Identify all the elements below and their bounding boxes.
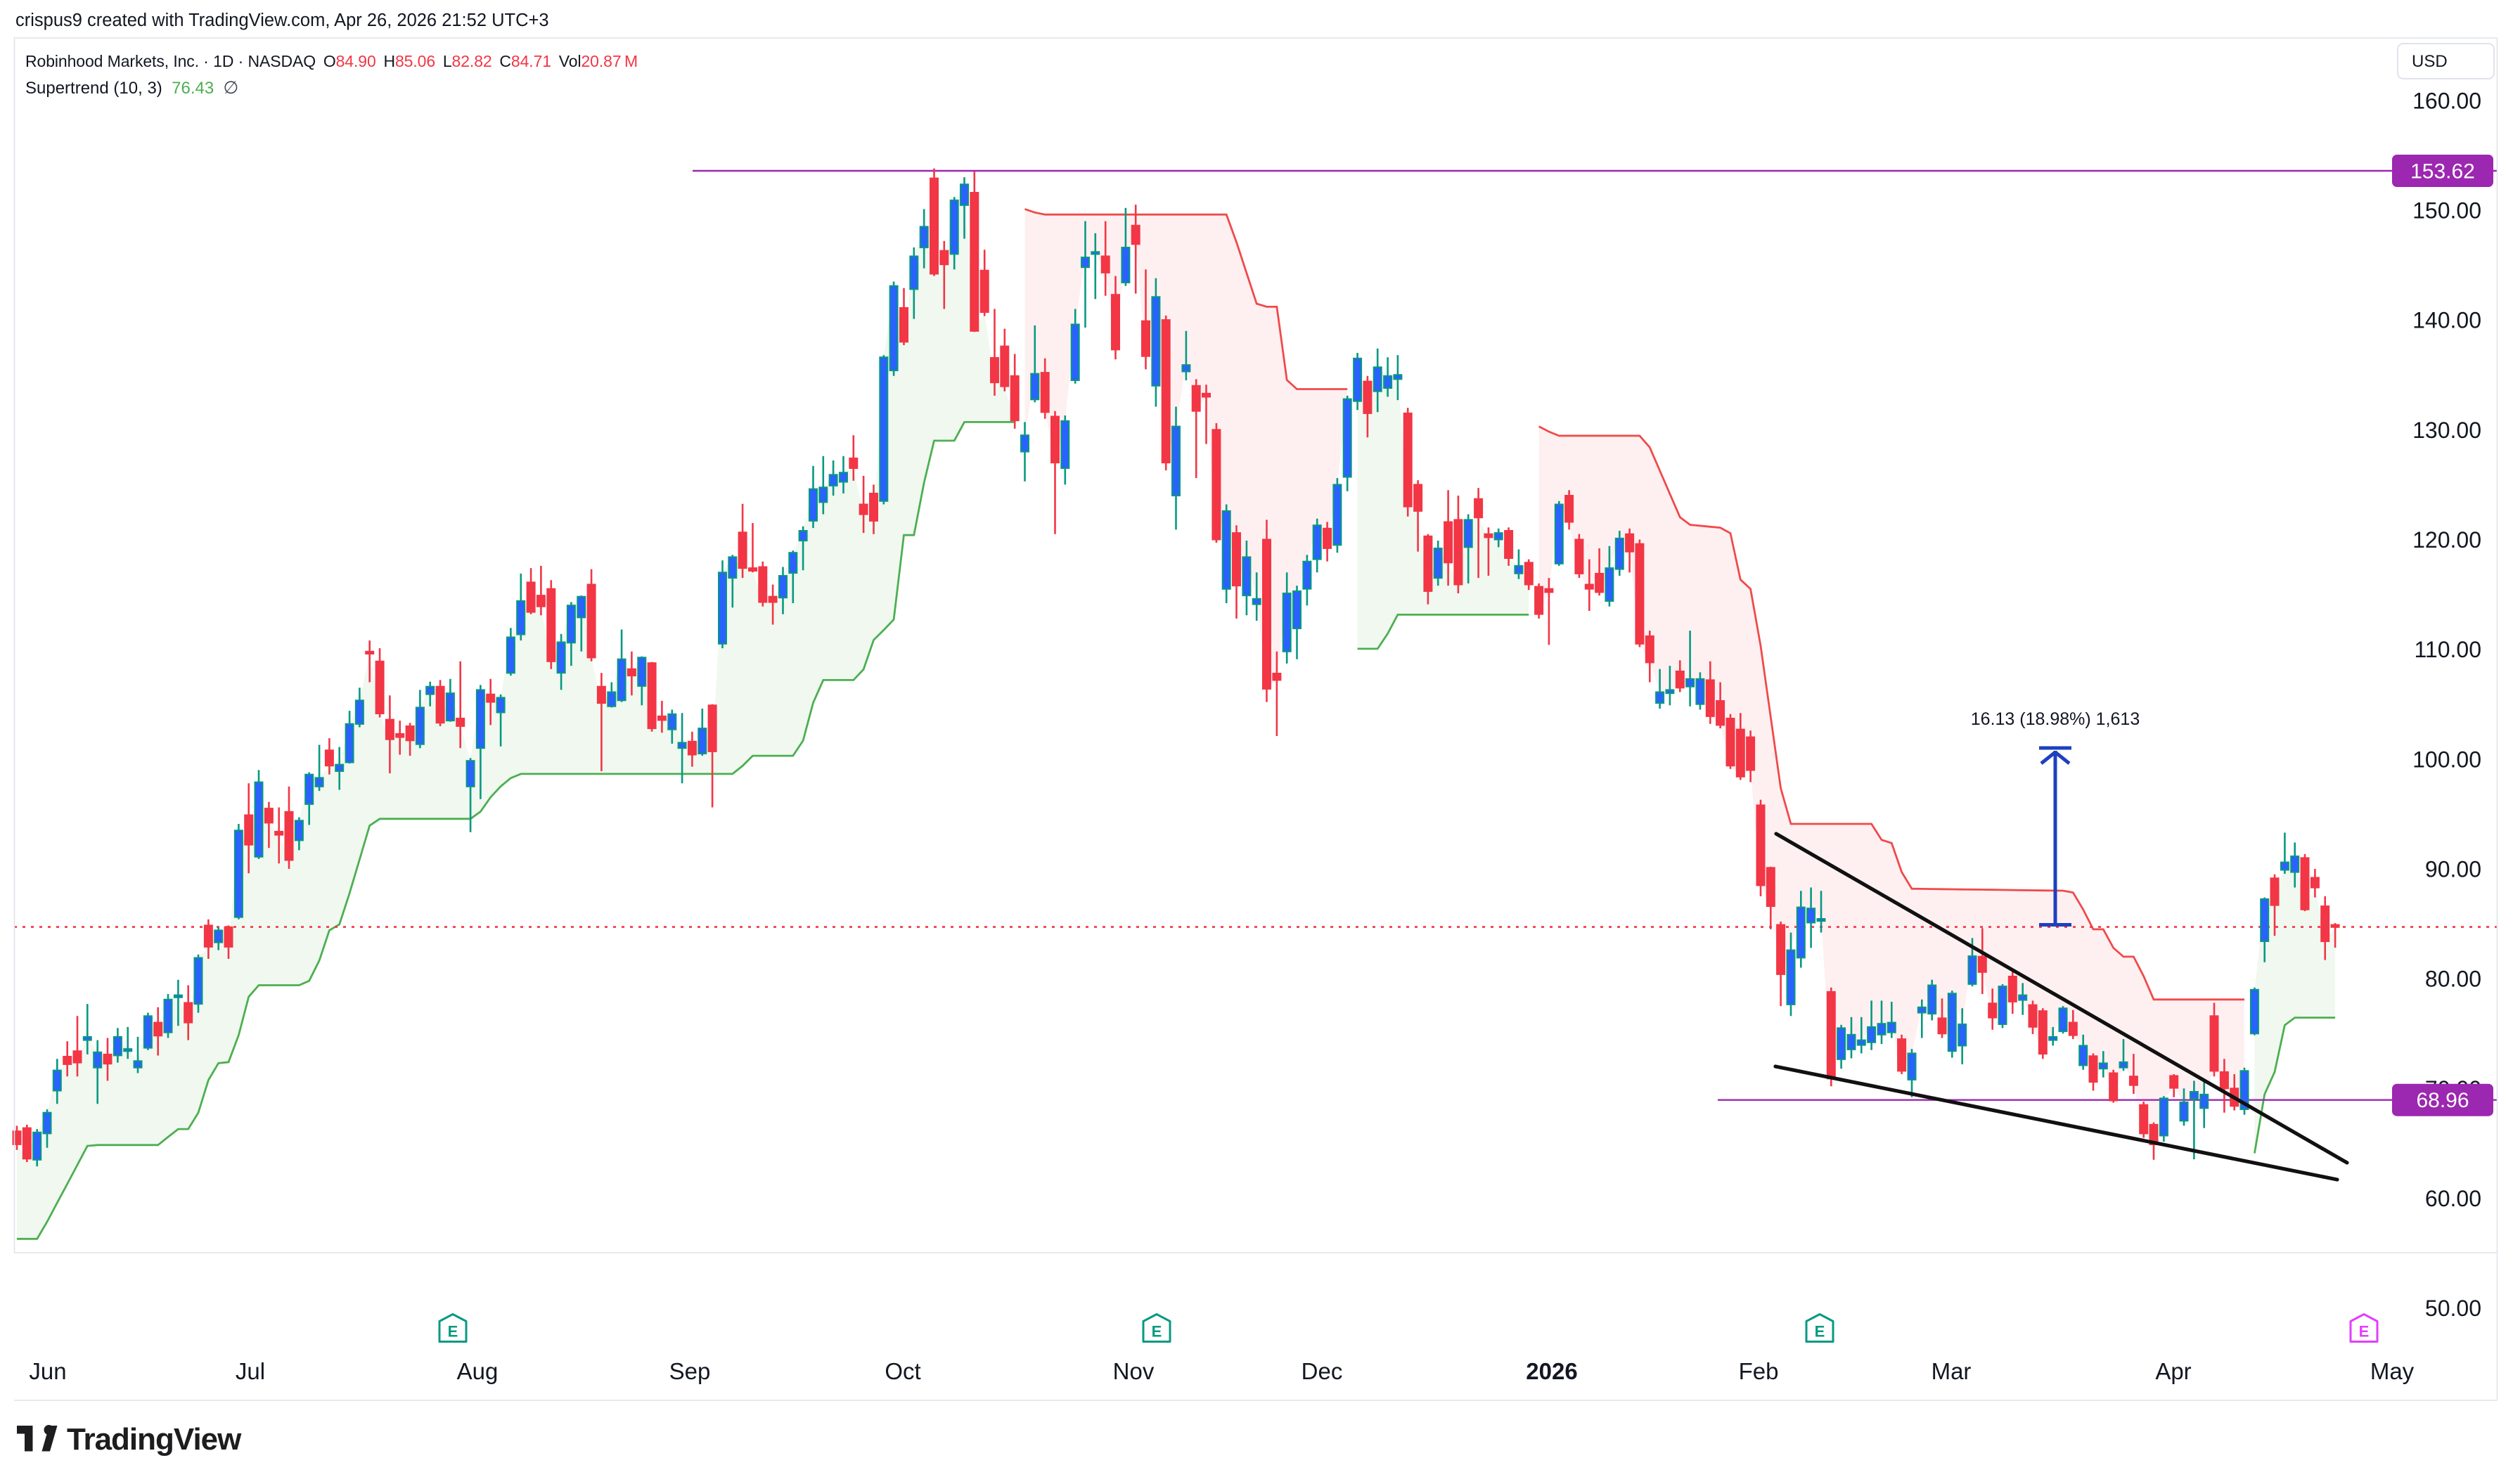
svg-text:68.96: 68.96 — [2416, 1089, 2469, 1112]
svg-text:E: E — [2359, 1323, 2370, 1341]
svg-text:E: E — [1152, 1323, 1162, 1341]
svg-text:Supertrend (10, 3) 76.43 ∅: Supertrend (10, 3) 76.43 ∅ — [25, 78, 238, 98]
svg-text:Dec: Dec — [1302, 1358, 1343, 1384]
svg-text:160.00: 160.00 — [2412, 88, 2481, 113]
svg-text:153.62: 153.62 — [2410, 160, 2475, 183]
svg-text:60.00: 60.00 — [2425, 1186, 2481, 1211]
svg-text:Sep: Sep — [669, 1358, 711, 1384]
svg-text:crispus9 created with TradingV: crispus9 created with TradingView.com, A… — [15, 11, 549, 30]
svg-text:Mar: Mar — [1932, 1358, 1972, 1384]
svg-text:90.00: 90.00 — [2425, 857, 2481, 882]
svg-text:120.00: 120.00 — [2412, 527, 2481, 553]
svg-text:2026: 2026 — [1526, 1358, 1577, 1384]
svg-text:May: May — [2370, 1358, 2415, 1384]
svg-text:E: E — [1815, 1323, 1825, 1341]
svg-text:Jun: Jun — [29, 1358, 66, 1384]
svg-text:150.00: 150.00 — [2412, 198, 2481, 223]
svg-text:Jul: Jul — [236, 1358, 265, 1384]
svg-text:80.00: 80.00 — [2425, 967, 2481, 992]
svg-text:130.00: 130.00 — [2412, 418, 2481, 443]
svg-text:Aug: Aug — [457, 1358, 499, 1384]
svg-text:E: E — [448, 1323, 458, 1341]
svg-text:Apr: Apr — [2155, 1358, 2191, 1384]
svg-text:Nov: Nov — [1113, 1358, 1155, 1384]
svg-text:16.13 (18.98%) 1,613: 16.13 (18.98%) 1,613 — [1971, 709, 2140, 729]
svg-text:50.00: 50.00 — [2425, 1296, 2481, 1321]
svg-text:Robinhood Markets, Inc. · 1D ·: Robinhood Markets, Inc. · 1D · NASDAQ O8… — [25, 52, 638, 70]
svg-text:USD: USD — [2412, 52, 2448, 71]
svg-text:Oct: Oct — [885, 1358, 920, 1384]
svg-text:TradingView: TradingView — [67, 1422, 242, 1457]
svg-text:140.00: 140.00 — [2412, 308, 2481, 333]
svg-text:100.00: 100.00 — [2412, 747, 2481, 772]
svg-text:110.00: 110.00 — [2415, 637, 2482, 662]
svg-text:Feb: Feb — [1739, 1358, 1779, 1384]
